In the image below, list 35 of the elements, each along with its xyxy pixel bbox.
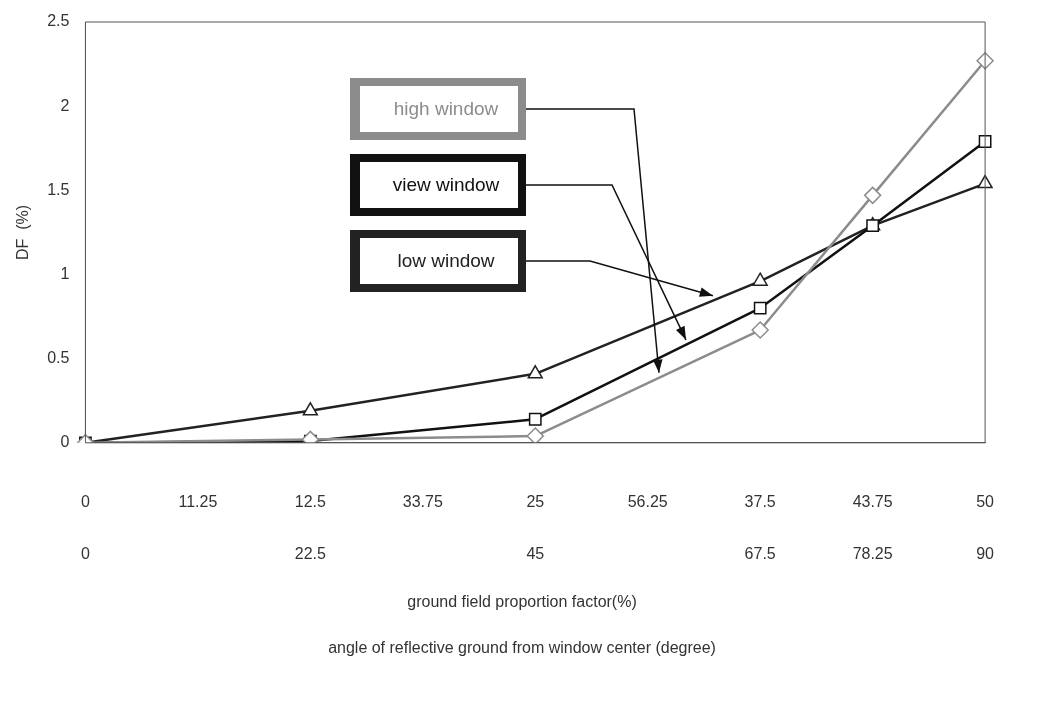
y-axis-title: DF (%) bbox=[14, 204, 32, 260]
point bbox=[753, 301, 767, 315]
x-tick-label: 25 bbox=[526, 492, 545, 510]
text: 67.5 bbox=[744, 545, 776, 563]
point bbox=[527, 365, 543, 379]
x-tick-label: 33.75 bbox=[402, 492, 443, 510]
point bbox=[302, 402, 319, 416]
y-tick-label: 1 bbox=[60, 264, 70, 282]
point bbox=[863, 186, 882, 205]
point bbox=[528, 412, 542, 426]
point bbox=[526, 427, 545, 443]
label-frame: view window bbox=[350, 154, 526, 216]
text: 78.25 bbox=[852, 545, 893, 563]
x-tick-label: 0 bbox=[80, 492, 90, 510]
label-frame: high window bbox=[350, 78, 526, 140]
y-tick-label: 2.5 bbox=[47, 12, 70, 30]
text: angle of reflective ground from window center (degree) bbox=[328, 639, 716, 657]
y-tick-label: 2 bbox=[60, 96, 70, 114]
text: 45 bbox=[526, 545, 545, 563]
x-tick-label: 56.25 bbox=[627, 492, 668, 510]
y-tick-label: 1.5 bbox=[47, 180, 70, 198]
point bbox=[751, 321, 769, 339]
x-tick-label: 11.25 bbox=[178, 492, 218, 510]
x-tick-label: 50 bbox=[976, 492, 995, 510]
x-tick-label: 37.5 bbox=[744, 492, 776, 510]
text: 0 bbox=[80, 545, 90, 563]
text: 22.5 bbox=[294, 545, 327, 563]
text: ground field proportion factor(%) bbox=[407, 593, 637, 611]
text: 90 bbox=[976, 545, 995, 563]
x-tick-label: 43.75 bbox=[852, 492, 893, 510]
point bbox=[752, 272, 768, 286]
label-frame: low window bbox=[350, 230, 526, 292]
y-tick-label: 0.5 bbox=[47, 349, 70, 367]
x-tick-label: 12.5 bbox=[294, 492, 327, 510]
y-tick-label: 0 bbox=[60, 433, 70, 451]
